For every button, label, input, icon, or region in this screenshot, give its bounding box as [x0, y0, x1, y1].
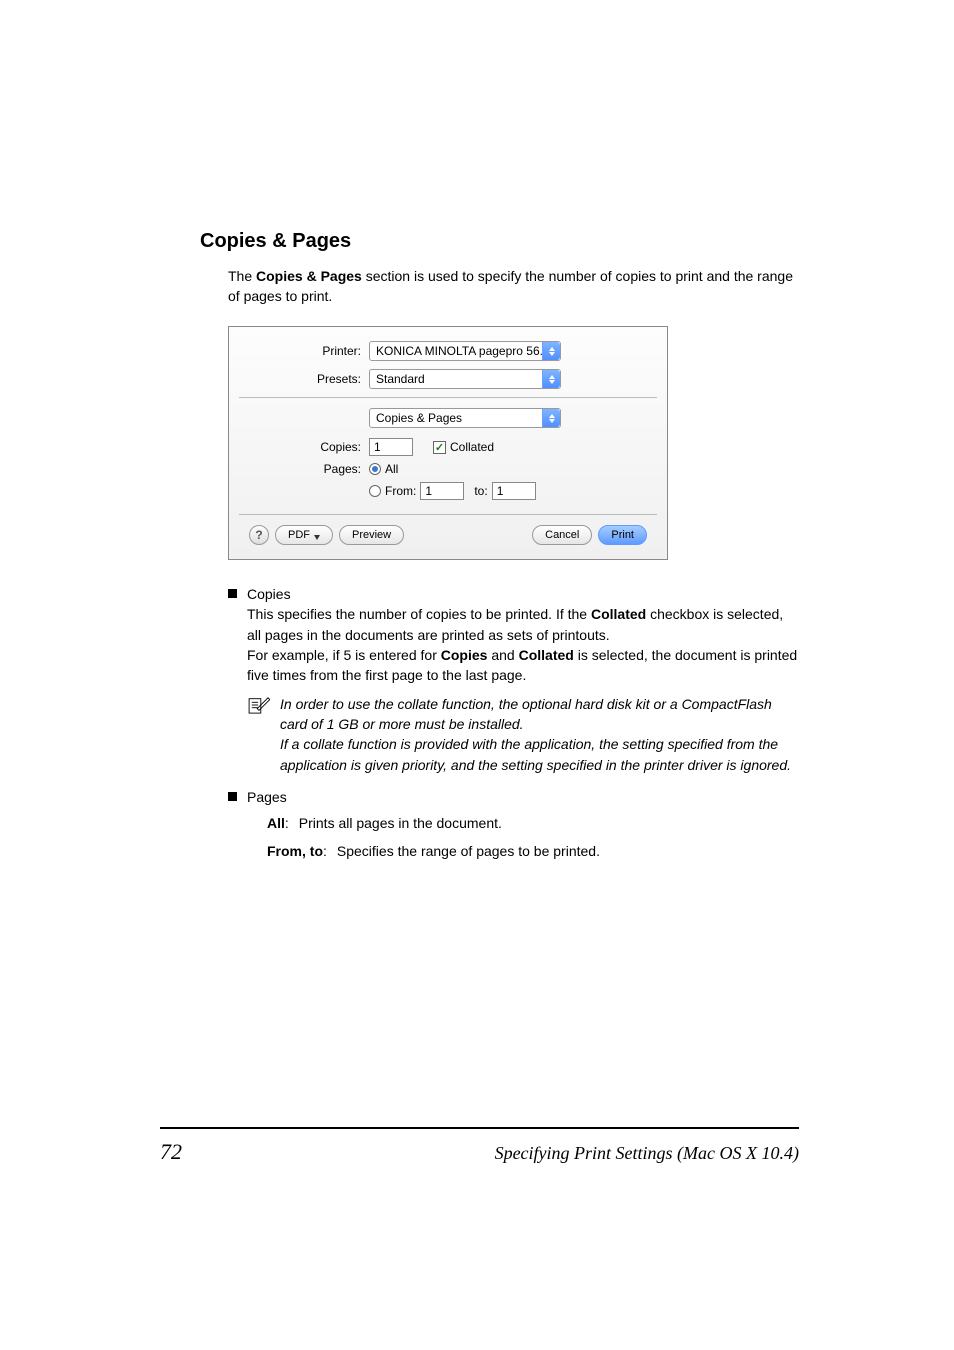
printer-label: Printer:	[249, 344, 369, 358]
collated-checkbox[interactable]: ✓	[433, 441, 446, 454]
footer-rule	[160, 1127, 799, 1129]
page-number: 72	[160, 1139, 182, 1165]
fromto-def: Specifies the range of pages to be print…	[337, 841, 600, 861]
divider	[239, 514, 657, 515]
pages-from-label: From:	[385, 484, 416, 498]
note-text: In order to use the collate function, th…	[280, 694, 799, 775]
presets-value: Standard	[376, 372, 425, 386]
collated-label: Collated	[450, 440, 494, 454]
copies-p1a: This specifies the number of copies to b…	[247, 606, 591, 622]
copies-p1b: Collated	[591, 606, 646, 622]
copies-p2b: Copies	[441, 647, 488, 663]
pdf-button[interactable]: PDF	[275, 525, 333, 545]
dropdown-arrows-icon	[542, 370, 560, 388]
bullet-icon	[228, 589, 237, 598]
pages-from-input[interactable]	[420, 482, 464, 500]
copies-p2a: For example, if 5 is entered for	[247, 647, 441, 663]
page-footer: 72 Specifying Print Settings (Mac OS X 1…	[160, 1127, 799, 1165]
pages-label: Pages:	[249, 462, 369, 476]
bullet-icon	[228, 792, 237, 801]
preview-button[interactable]: Preview	[339, 525, 404, 545]
dropdown-arrows-icon	[542, 342, 560, 360]
pages-bullet-title: Pages	[247, 787, 799, 807]
panel-value: Copies & Pages	[376, 411, 462, 425]
copies-p2d: Collated	[519, 647, 574, 663]
footer-title: Specifying Print Settings (Mac OS X 10.4…	[495, 1143, 799, 1164]
note-icon	[248, 696, 270, 714]
copies-label: Copies:	[249, 440, 369, 454]
pages-to-label: to:	[474, 484, 487, 498]
dropdown-arrows-icon	[542, 409, 560, 427]
cancel-button[interactable]: Cancel	[532, 525, 592, 545]
note-line1: In order to use the collate function, th…	[280, 694, 799, 735]
intro-paragraph: The Copies & Pages section is used to sp…	[228, 267, 799, 306]
divider	[239, 397, 657, 398]
print-dialog: Printer: KONICA MINOLTA pagepro 56... Pr…	[228, 326, 668, 560]
intro-prefix: The	[228, 268, 256, 284]
copies-bullet-title: Copies	[247, 584, 799, 604]
presets-label: Presets:	[249, 372, 369, 386]
pdf-label: PDF	[288, 529, 310, 541]
all-term: All:	[267, 813, 289, 833]
chevron-down-icon	[314, 535, 320, 540]
print-button[interactable]: Print	[598, 525, 647, 545]
panel-select[interactable]: Copies & Pages	[369, 408, 561, 428]
copies-p2c: and	[487, 647, 518, 663]
note-line2: If a collate function is provided with t…	[280, 734, 799, 775]
printer-value: KONICA MINOLTA pagepro 56...	[376, 344, 550, 358]
section-title: Copies & Pages	[200, 230, 799, 253]
pages-all-label: All	[385, 462, 398, 476]
copies-input[interactable]	[369, 438, 413, 456]
pages-from-radio[interactable]	[369, 485, 381, 497]
presets-select[interactable]: Standard	[369, 369, 561, 389]
all-def: Prints all pages in the document.	[299, 813, 502, 833]
fromto-term: From, to:	[267, 841, 327, 861]
pages-to-input[interactable]	[492, 482, 536, 500]
intro-bold: Copies & Pages	[256, 268, 362, 284]
pages-all-radio[interactable]	[369, 463, 381, 475]
help-button[interactable]: ?	[249, 525, 269, 545]
printer-select[interactable]: KONICA MINOLTA pagepro 56...	[369, 341, 561, 361]
